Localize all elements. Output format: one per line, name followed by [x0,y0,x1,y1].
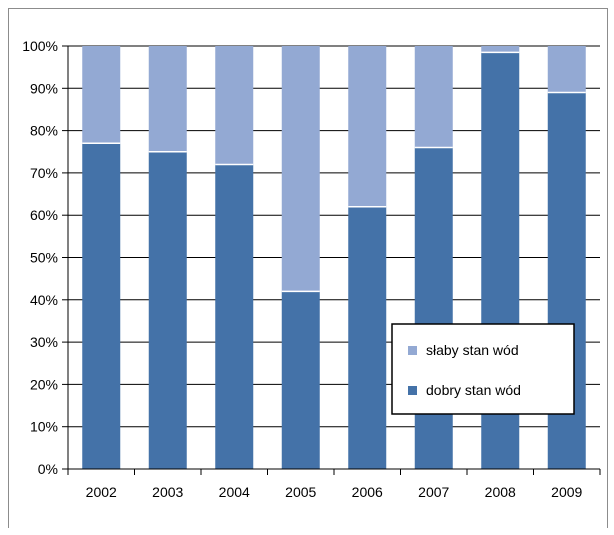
x-tick-label: 2007 [418,484,449,500]
bars [82,46,586,470]
x-tick-labels: 2002 2003 2004 2005 2006 2007 2008 2009 [86,484,583,500]
x-tick-label: 2002 [86,484,117,500]
y-tick-label: 60% [30,207,58,223]
bar-2007-series-1 [414,46,453,148]
y-tick-label: 50% [30,250,58,266]
bar-2007-series-0 [414,147,453,469]
legend-box [391,323,575,415]
bar-2005-series-0 [281,291,320,469]
bar-2009-series-1 [547,46,586,93]
y-tick-label: 20% [30,376,58,392]
x-tick-label: 2009 [551,484,582,500]
bar-2002-series-1 [82,46,121,144]
y-tick-label: 90% [30,80,58,96]
x-tick-label: 2004 [219,484,250,500]
legend-label: słaby stan wód [426,342,519,358]
stacked-bar-chart: 0%10%20%30%40%50%60%70%80%90%100% 2002 20… [22,38,601,500]
bar-2005-series-1 [281,46,320,292]
x-tick-label: 2006 [352,484,383,500]
axes [62,45,601,475]
y-tick-label: 80% [30,123,58,139]
y-tick-label: 40% [30,292,58,308]
y-tick-labels: 0% 10% 20% 30% 40% 50% 60% 70% 80% 90% 100% [22,38,58,477]
x-tick-label: 2003 [152,484,183,500]
bar-2006-series-0 [348,206,387,470]
legend-swatch [408,386,417,395]
x-tick-label: 2005 [285,484,316,500]
y-tick-label: 70% [30,165,58,181]
legend-label: dobry stan wód [426,382,521,398]
bar-2006-series-1 [348,46,387,207]
bar-2002-series-0 [82,143,121,470]
bar-2004-series-1 [215,46,254,165]
y-tick-label: 10% [30,419,58,435]
x-tick-label: 2008 [485,484,516,500]
legend-swatch [408,346,417,355]
bar-2004-series-0 [215,164,254,469]
chart-frame: 0% 10% 20% 30% 40% 50% 60% 70% 80% 90% 100% 2002 20… [8,8,608,528]
y-tick-label: 100% [22,38,58,54]
y-tick-label: 30% [30,334,58,350]
bar-2003-series-0 [148,151,187,469]
bar-2008-series-1 [481,46,520,53]
bar-2003-series-1 [148,46,187,152]
legend: słaby stan wód dobry stan wód [391,323,575,415]
y-tick-label: 0% [38,461,58,477]
